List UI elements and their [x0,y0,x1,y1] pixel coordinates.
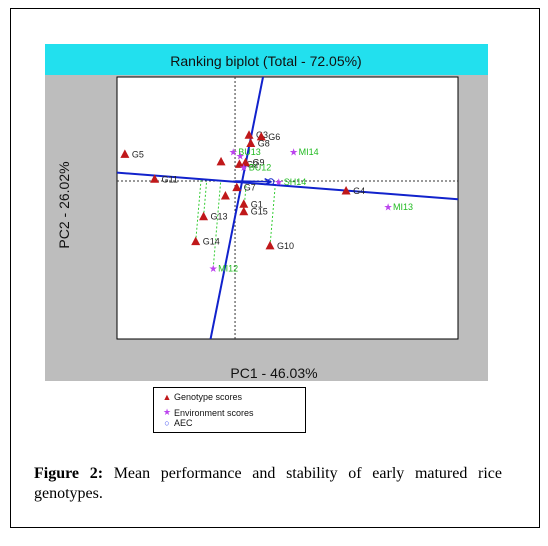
genotype-point [191,236,201,246]
environment-label: BU12 [249,163,272,173]
environment-label: SH14 [284,177,307,187]
genotype-point [232,182,242,192]
genotype-label: G6 [268,132,280,142]
genotype-point [256,131,266,141]
environment-point: ★ [229,147,238,158]
genotype-label: G1 [251,199,263,209]
legend-aec-label: AEC [174,418,193,428]
chart-title: Ranking biplot (Total - 72.05%) [170,53,361,69]
title-band [45,44,488,75]
genotype-label: G8 [258,139,270,149]
environment-point: ★ [209,264,218,275]
genotype-point [199,211,209,221]
legend-aec: ○ AEC [160,418,193,428]
genotype-label: G13 [211,212,228,222]
projection-line [212,180,222,269]
environment-label: MI13 [393,202,413,212]
triangle-icon: ▲ [162,392,172,402]
genotype-point [241,157,251,167]
genotype-label: G15 [251,207,268,217]
environment-label: MI12 [218,263,238,273]
genotype-label: G9 [253,158,265,168]
genotype-point [120,149,130,158]
environment-point: ★ [274,177,283,188]
aec-arrow-head [264,177,273,186]
genotype-point [265,240,275,250]
legend-genotype: ▲ Genotype scores [160,392,243,402]
environment-point: ★ [239,163,248,174]
aec-arrow-line [235,180,271,183]
genotype-point [239,199,249,208]
genotype-point [244,130,254,139]
genotype-label: G14 [203,237,220,247]
caption-text: Mean performance and stability of early … [34,465,503,502]
environment-point: ★ [236,152,245,163]
genotype-label: G11 [162,174,178,184]
legend-genotype-label: Genotype scores [174,392,243,402]
genotype-point [246,138,256,148]
genotype-point [341,185,351,195]
genotype-label: G7 [244,183,256,193]
circle-icon: ○ [164,418,170,428]
aec-point [267,178,275,186]
legend: ▲ Genotype scores ★ Environment scores ○… [153,387,306,433]
genotype-point [220,190,230,200]
genotype-label: G10 [277,241,294,251]
legend-environment: ★ Environment scores [160,407,254,418]
environment-point: ★ [289,147,298,158]
aec-abscissa [117,171,458,201]
genotype-label: G4 [353,186,365,196]
plot-area [116,76,459,340]
star-icon: ★ [162,407,172,417]
projection-line [195,179,202,242]
aec-ordinate [209,77,264,339]
caption-label: Figure 2: [34,465,104,482]
genotype-label: G2 [246,159,258,169]
caption-paragraph: Figure 2: Mean performance and stability… [10,464,502,504]
plot-layer: G1G2G3G4G5G6G7G8G9G10G11G13G14G15★BU13★M… [117,77,458,339]
genotype-label: G5 [132,149,144,159]
y-axis-label: PC2 - 26.02% [56,161,72,248]
environment-label: BU13 [238,147,261,157]
genotype-point [239,206,249,216]
genotype-point [216,156,226,166]
figure-caption: Figure 2: Mean performance and stability… [10,464,502,504]
environment-point: ★ [384,202,393,213]
genotype-point [150,174,160,183]
x-axis-label: PC1 - 46.03% [230,365,317,381]
legend-environment-label: Environment scores [174,407,254,418]
figure-frame [10,8,540,528]
environment-label: MI14 [299,147,319,157]
